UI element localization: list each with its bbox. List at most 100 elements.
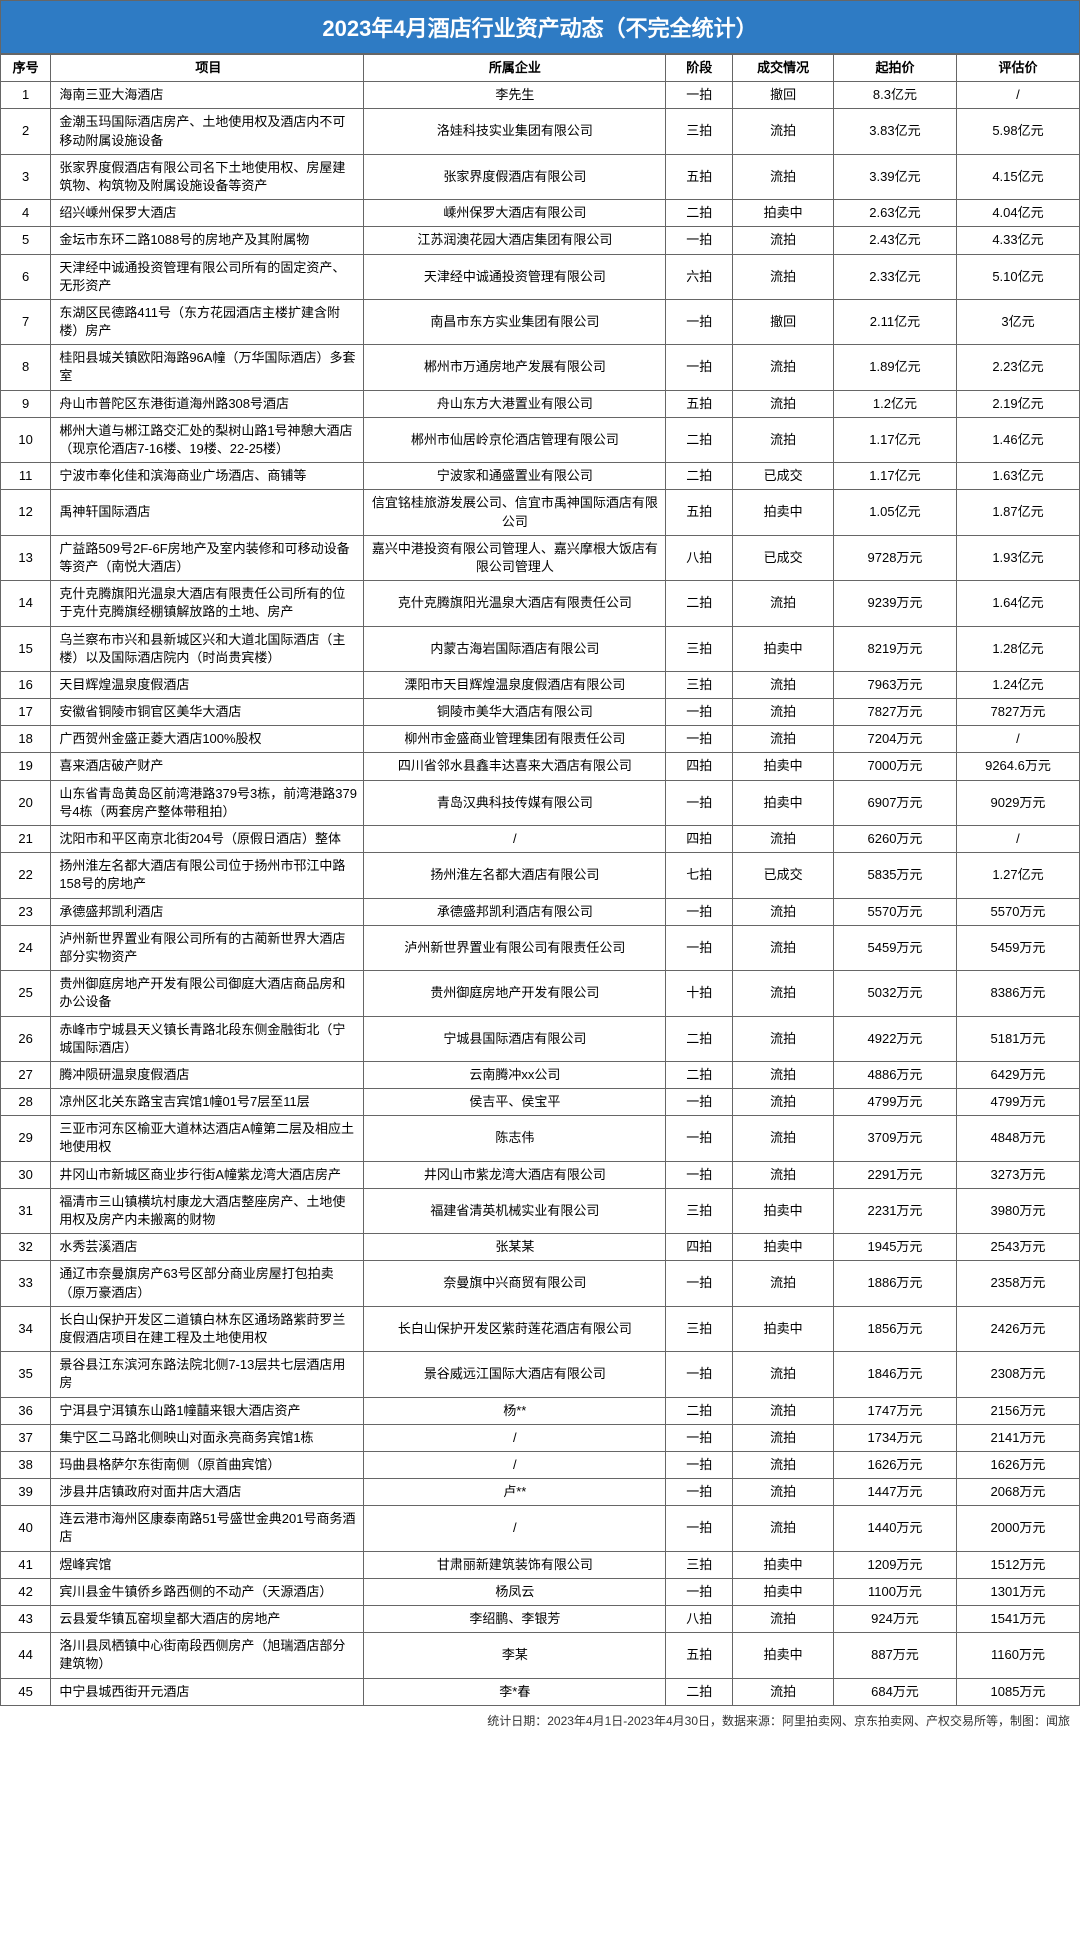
cell-eval: 2000万元 [956,1506,1079,1551]
table-row: 10郴州大道与郴江路交汇处的梨树山路1号神憩大酒店（现京伦酒店7-16楼、19楼… [1,417,1080,462]
table-row: 30井冈山市新城区商业步行街A幢紫龙湾大酒店房产井冈山市紫龙湾大酒店有限公司一拍… [1,1161,1080,1188]
cell-status: 流拍 [733,227,834,254]
cell-stage: 一拍 [666,1161,733,1188]
cell-company: / [364,1506,666,1551]
cell-seq: 38 [1,1451,51,1478]
cell-status: 流拍 [733,898,834,925]
cell-status: 流拍 [733,726,834,753]
cell-project: 扬州淮左名都大酒店有限公司位于扬州市邗江中路158号的房地产 [51,853,364,898]
table-row: 18广西贺州金盛正菱大酒店100%股权柳州市金盛商业管理集团有限责任公司一拍流拍… [1,726,1080,753]
cell-start: 2.43亿元 [833,227,956,254]
cell-seq: 22 [1,853,51,898]
cell-project: 玛曲县格萨尔东街南侧（原首曲宾馆） [51,1451,364,1478]
cell-stage: 一拍 [666,345,733,390]
cell-eval: 4.33亿元 [956,227,1079,254]
cell-start: 3709万元 [833,1116,956,1161]
table-row: 32水秀芸溪酒店张某某四拍拍卖中1945万元2543万元 [1,1234,1080,1261]
cell-eval: 2308万元 [956,1352,1079,1397]
table-row: 25贵州御庭房地产开发有限公司御庭大酒店商品房和办公设备贵州御庭房地产开发有限公… [1,971,1080,1016]
cell-stage: 二拍 [666,581,733,626]
table-row: 23承德盛邦凯利酒店承德盛邦凯利酒店有限公司一拍流拍5570万元5570万元 [1,898,1080,925]
cell-start: 1846万元 [833,1352,956,1397]
cell-company: 舟山东方大港置业有限公司 [364,390,666,417]
cell-status: 流拍 [733,1116,834,1161]
table-row: 7东湖区民德路411号（东方花园酒店主楼扩建含附楼）房产南昌市东方实业集团有限公… [1,299,1080,344]
table-row: 2金潮玉玛国际酒店房产、土地使用权及酒店内不可移动附属设施设备洛娃科技实业集团有… [1,109,1080,154]
cell-company: 嘉兴中港投资有限公司管理人、嘉兴摩根大饭店有限公司管理人 [364,535,666,580]
cell-stage: 一拍 [666,1089,733,1116]
cell-status: 流拍 [733,925,834,970]
table-row: 29三亚市河东区榆亚大道林达酒店A幢第二层及相应土地使用权陈志伟一拍流拍3709… [1,1116,1080,1161]
cell-eval: 1512万元 [956,1551,1079,1578]
cell-project: 赤峰市宁城县天义镇长青路北段东侧金融街北（宁城国际酒店） [51,1016,364,1061]
cell-company: 景谷威远江国际大酒店有限公司 [364,1352,666,1397]
cell-start: 7827万元 [833,699,956,726]
cell-project: 中宁县城西街开元酒店 [51,1678,364,1705]
cell-seq: 11 [1,463,51,490]
cell-project: 山东省青岛黄岛区前湾港路379号3栋，前湾港路379号4栋（两套房产整体带租拍） [51,780,364,825]
cell-stage: 二拍 [666,1061,733,1088]
cell-project: 绍兴嵊州保罗大酒店 [51,200,364,227]
cell-eval: / [956,826,1079,853]
cell-stage: 四拍 [666,753,733,780]
cell-stage: 二拍 [666,1016,733,1061]
cell-stage: 七拍 [666,853,733,898]
cell-eval: 4799万元 [956,1089,1079,1116]
cell-status: 流拍 [733,1352,834,1397]
cell-company: 李*春 [364,1678,666,1705]
table-row: 4绍兴嵊州保罗大酒店嵊州保罗大酒店有限公司二拍拍卖中2.63亿元4.04亿元 [1,200,1080,227]
cell-start: 1.17亿元 [833,417,956,462]
cell-company: 陈志伟 [364,1116,666,1161]
cell-seq: 45 [1,1678,51,1705]
cell-project: 凉州区北关东路宝吉宾馆1幢01号7层至11层 [51,1089,364,1116]
cell-start: 2291万元 [833,1161,956,1188]
cell-project: 三亚市河东区榆亚大道林达酒店A幢第二层及相应土地使用权 [51,1116,364,1161]
cell-eval: 1.63亿元 [956,463,1079,490]
cell-start: 1447万元 [833,1479,956,1506]
cell-stage: 八拍 [666,1606,733,1633]
table-row: 17安徽省铜陵市铜官区美华大酒店铜陵市美华大酒店有限公司一拍流拍7827万元78… [1,699,1080,726]
cell-company: 信宜铭桂旅游发展公司、信宜市禹神国际酒店有限公司 [364,490,666,535]
cell-seq: 42 [1,1578,51,1605]
cell-seq: 19 [1,753,51,780]
table-row: 19喜来酒店破产财产四川省邻水县鑫丰达喜来大酒店有限公司四拍拍卖中7000万元9… [1,753,1080,780]
cell-status: 流拍 [733,417,834,462]
cell-status: 拍卖中 [733,753,834,780]
table-row: 9舟山市普陀区东港街道海州路308号酒店舟山东方大港置业有限公司五拍流拍1.2亿… [1,390,1080,417]
table-row: 40连云港市海州区康泰南路51号盛世金典201号商务酒店/一拍流拍1440万元2… [1,1506,1080,1551]
cell-company: 宁城县国际酒店有限公司 [364,1016,666,1061]
header-status: 成交情况 [733,55,834,82]
cell-start: 9239万元 [833,581,956,626]
cell-company: 克什克腾旗阳光温泉大酒店有限责任公司 [364,581,666,626]
cell-status: 流拍 [733,154,834,199]
cell-seq: 43 [1,1606,51,1633]
cell-seq: 1 [1,82,51,109]
cell-eval: 2358万元 [956,1261,1079,1306]
header-eval: 评估价 [956,55,1079,82]
cell-start: 4886万元 [833,1061,956,1088]
cell-eval: 2156万元 [956,1397,1079,1424]
cell-seq: 25 [1,971,51,1016]
cell-company: 宁波家和通盛置业有限公司 [364,463,666,490]
cell-company: 长白山保护开发区紫莳莲花酒店有限公司 [364,1306,666,1351]
header-project: 项目 [51,55,364,82]
cell-start: 1747万元 [833,1397,956,1424]
cell-company: 甘肃丽新建筑装饰有限公司 [364,1551,666,1578]
cell-seq: 2 [1,109,51,154]
cell-seq: 3 [1,154,51,199]
cell-status: 拍卖中 [733,1234,834,1261]
cell-eval: 1.64亿元 [956,581,1079,626]
cell-eval: 1.46亿元 [956,417,1079,462]
cell-eval: 2068万元 [956,1479,1079,1506]
cell-status: 流拍 [733,1424,834,1451]
cell-stage: 一拍 [666,1506,733,1551]
table-row: 11宁波市奉化佳和滨海商业广场酒店、商铺等宁波家和通盛置业有限公司二拍已成交1.… [1,463,1080,490]
cell-start: 3.39亿元 [833,154,956,199]
cell-stage: 四拍 [666,826,733,853]
header-start: 起拍价 [833,55,956,82]
cell-stage: 一拍 [666,227,733,254]
header-company: 所属企业 [364,55,666,82]
cell-stage: 五拍 [666,390,733,417]
cell-eval: 3273万元 [956,1161,1079,1188]
cell-company: 内蒙古海岩国际酒店有限公司 [364,626,666,671]
